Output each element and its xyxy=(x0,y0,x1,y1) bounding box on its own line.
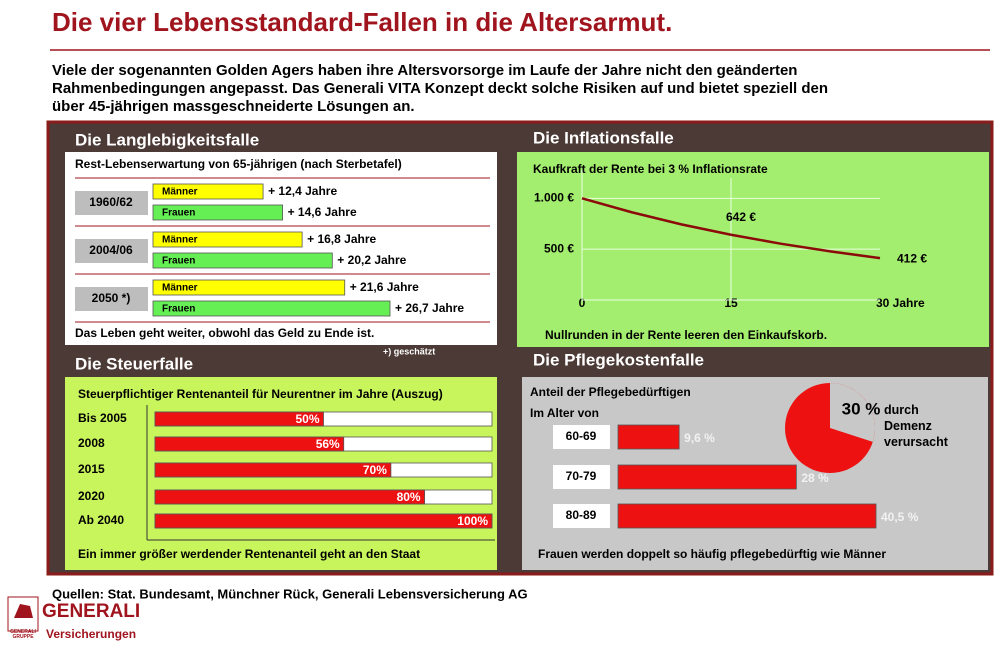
sources: Quellen: Stat. Bundesamt, Münchner Rück,… xyxy=(52,586,528,601)
value-label: 412 € xyxy=(897,251,927,265)
bar xyxy=(617,503,877,529)
bar-series-name: Männer xyxy=(162,187,198,198)
bar xyxy=(617,464,797,490)
category-label: 2004/06 xyxy=(89,243,133,257)
category-label: 2015 xyxy=(78,462,105,476)
value-label: 28 % xyxy=(801,471,829,485)
x-tick-label: 30 Jahre xyxy=(876,296,925,310)
category-box xyxy=(553,504,610,528)
category-label: 2050 *) xyxy=(92,291,131,305)
bar-series-name: Frauen xyxy=(162,256,195,267)
value-label: + 20,2 Jahre xyxy=(337,253,406,267)
value-label: 70% xyxy=(363,463,387,477)
bar-series-name: Frauen xyxy=(162,304,195,315)
note: +) geschätzt xyxy=(383,346,435,356)
y-tick-label: 500 € xyxy=(544,241,574,255)
bar-series-name: Männer xyxy=(162,235,198,246)
logo-badge-text: GENERALI GRUPPE xyxy=(10,629,36,640)
category-label: 70-79 xyxy=(566,469,597,483)
category-label: Bis 2005 xyxy=(78,411,127,425)
category-box xyxy=(75,191,148,215)
y-tick-label: 1.000 € xyxy=(534,191,574,205)
logo-sub: Versicherungen xyxy=(46,627,136,641)
logo-lion xyxy=(14,604,33,618)
category-label: 80-89 xyxy=(566,508,597,522)
category-box xyxy=(75,239,148,263)
footnote: Ein immer größer werdender Rentenanteil … xyxy=(78,547,420,561)
bar xyxy=(617,424,680,450)
category-label: 2020 xyxy=(78,489,105,503)
bar xyxy=(152,183,264,200)
page-title: Die vier Lebensstandard-Fallen in die Al… xyxy=(52,7,672,37)
value-label: 56% xyxy=(316,437,340,451)
value-label: + 16,8 Jahre xyxy=(307,232,376,246)
category-label: 60-69 xyxy=(566,429,597,443)
chart-title: Kaufkraft der Rente bei 3 % Inflationsra… xyxy=(533,162,768,176)
chart-title: Rest-Lebenserwartung von 65-jährigen (na… xyxy=(75,157,402,171)
value-label: 80% xyxy=(397,490,421,504)
bar xyxy=(154,489,426,505)
value-label: 40,5 % xyxy=(881,510,919,524)
footnote: Das Leben geht weiter, obwohl das Geld z… xyxy=(75,326,374,340)
bar-series-name: Frauen xyxy=(162,208,195,219)
bar-series-name: Männer xyxy=(162,283,198,294)
line xyxy=(581,197,881,260)
pie-annotation: durch Demenz verursacht xyxy=(884,403,948,449)
bar xyxy=(154,436,345,452)
bar xyxy=(152,300,391,317)
logo-name: GENERALI xyxy=(42,601,140,622)
category-box xyxy=(553,465,610,489)
panel-heading: Die Steuerfalle xyxy=(75,354,193,373)
bar xyxy=(154,462,392,478)
value-label: 30 % xyxy=(842,399,881,418)
value-label: + 12,4 Jahre xyxy=(268,184,337,198)
category-label: 1960/62 xyxy=(89,195,133,209)
value-label: + 14,6 Jahre xyxy=(288,205,357,219)
footnote: Frauen werden doppelt so häufig pflegebe… xyxy=(538,547,886,561)
bar xyxy=(152,252,333,269)
category-box xyxy=(553,425,610,449)
chart-subtitle: Im Alter von xyxy=(530,406,599,420)
panel-heading: Die Pflegekostenfalle xyxy=(533,350,704,369)
category-label: 2008 xyxy=(78,436,105,450)
bar xyxy=(152,204,283,221)
pie-slice xyxy=(830,383,876,442)
panel-heading: Die Langlebigkeitsfalle xyxy=(75,130,259,149)
chart-title: Steuerpflichtiger Rentenanteil für Neure… xyxy=(78,387,443,401)
footnote: Nullrunden in der Rente leeren den Einka… xyxy=(545,328,827,342)
bar xyxy=(152,231,303,248)
intro: Viele der sogenannten Golden Agers haben… xyxy=(52,62,828,115)
value-label: 642 € xyxy=(726,210,756,224)
value-label: 100% xyxy=(457,514,488,528)
bar xyxy=(154,513,493,529)
category-label: Ab 2040 xyxy=(78,513,124,527)
value-label: + 26,7 Jahre xyxy=(395,301,464,315)
category-box xyxy=(75,287,148,311)
value-label: 9,6 % xyxy=(684,431,715,445)
bar xyxy=(152,279,346,296)
panel-heading: Die Inflationsfalle xyxy=(533,128,674,147)
bar xyxy=(154,411,324,427)
value-label: + 21,6 Jahre xyxy=(350,280,419,294)
chart-title: Anteil der Pflegebedürftigen xyxy=(530,385,691,399)
value-label: 50% xyxy=(295,412,319,426)
x-tick-label: 0 xyxy=(579,296,586,310)
